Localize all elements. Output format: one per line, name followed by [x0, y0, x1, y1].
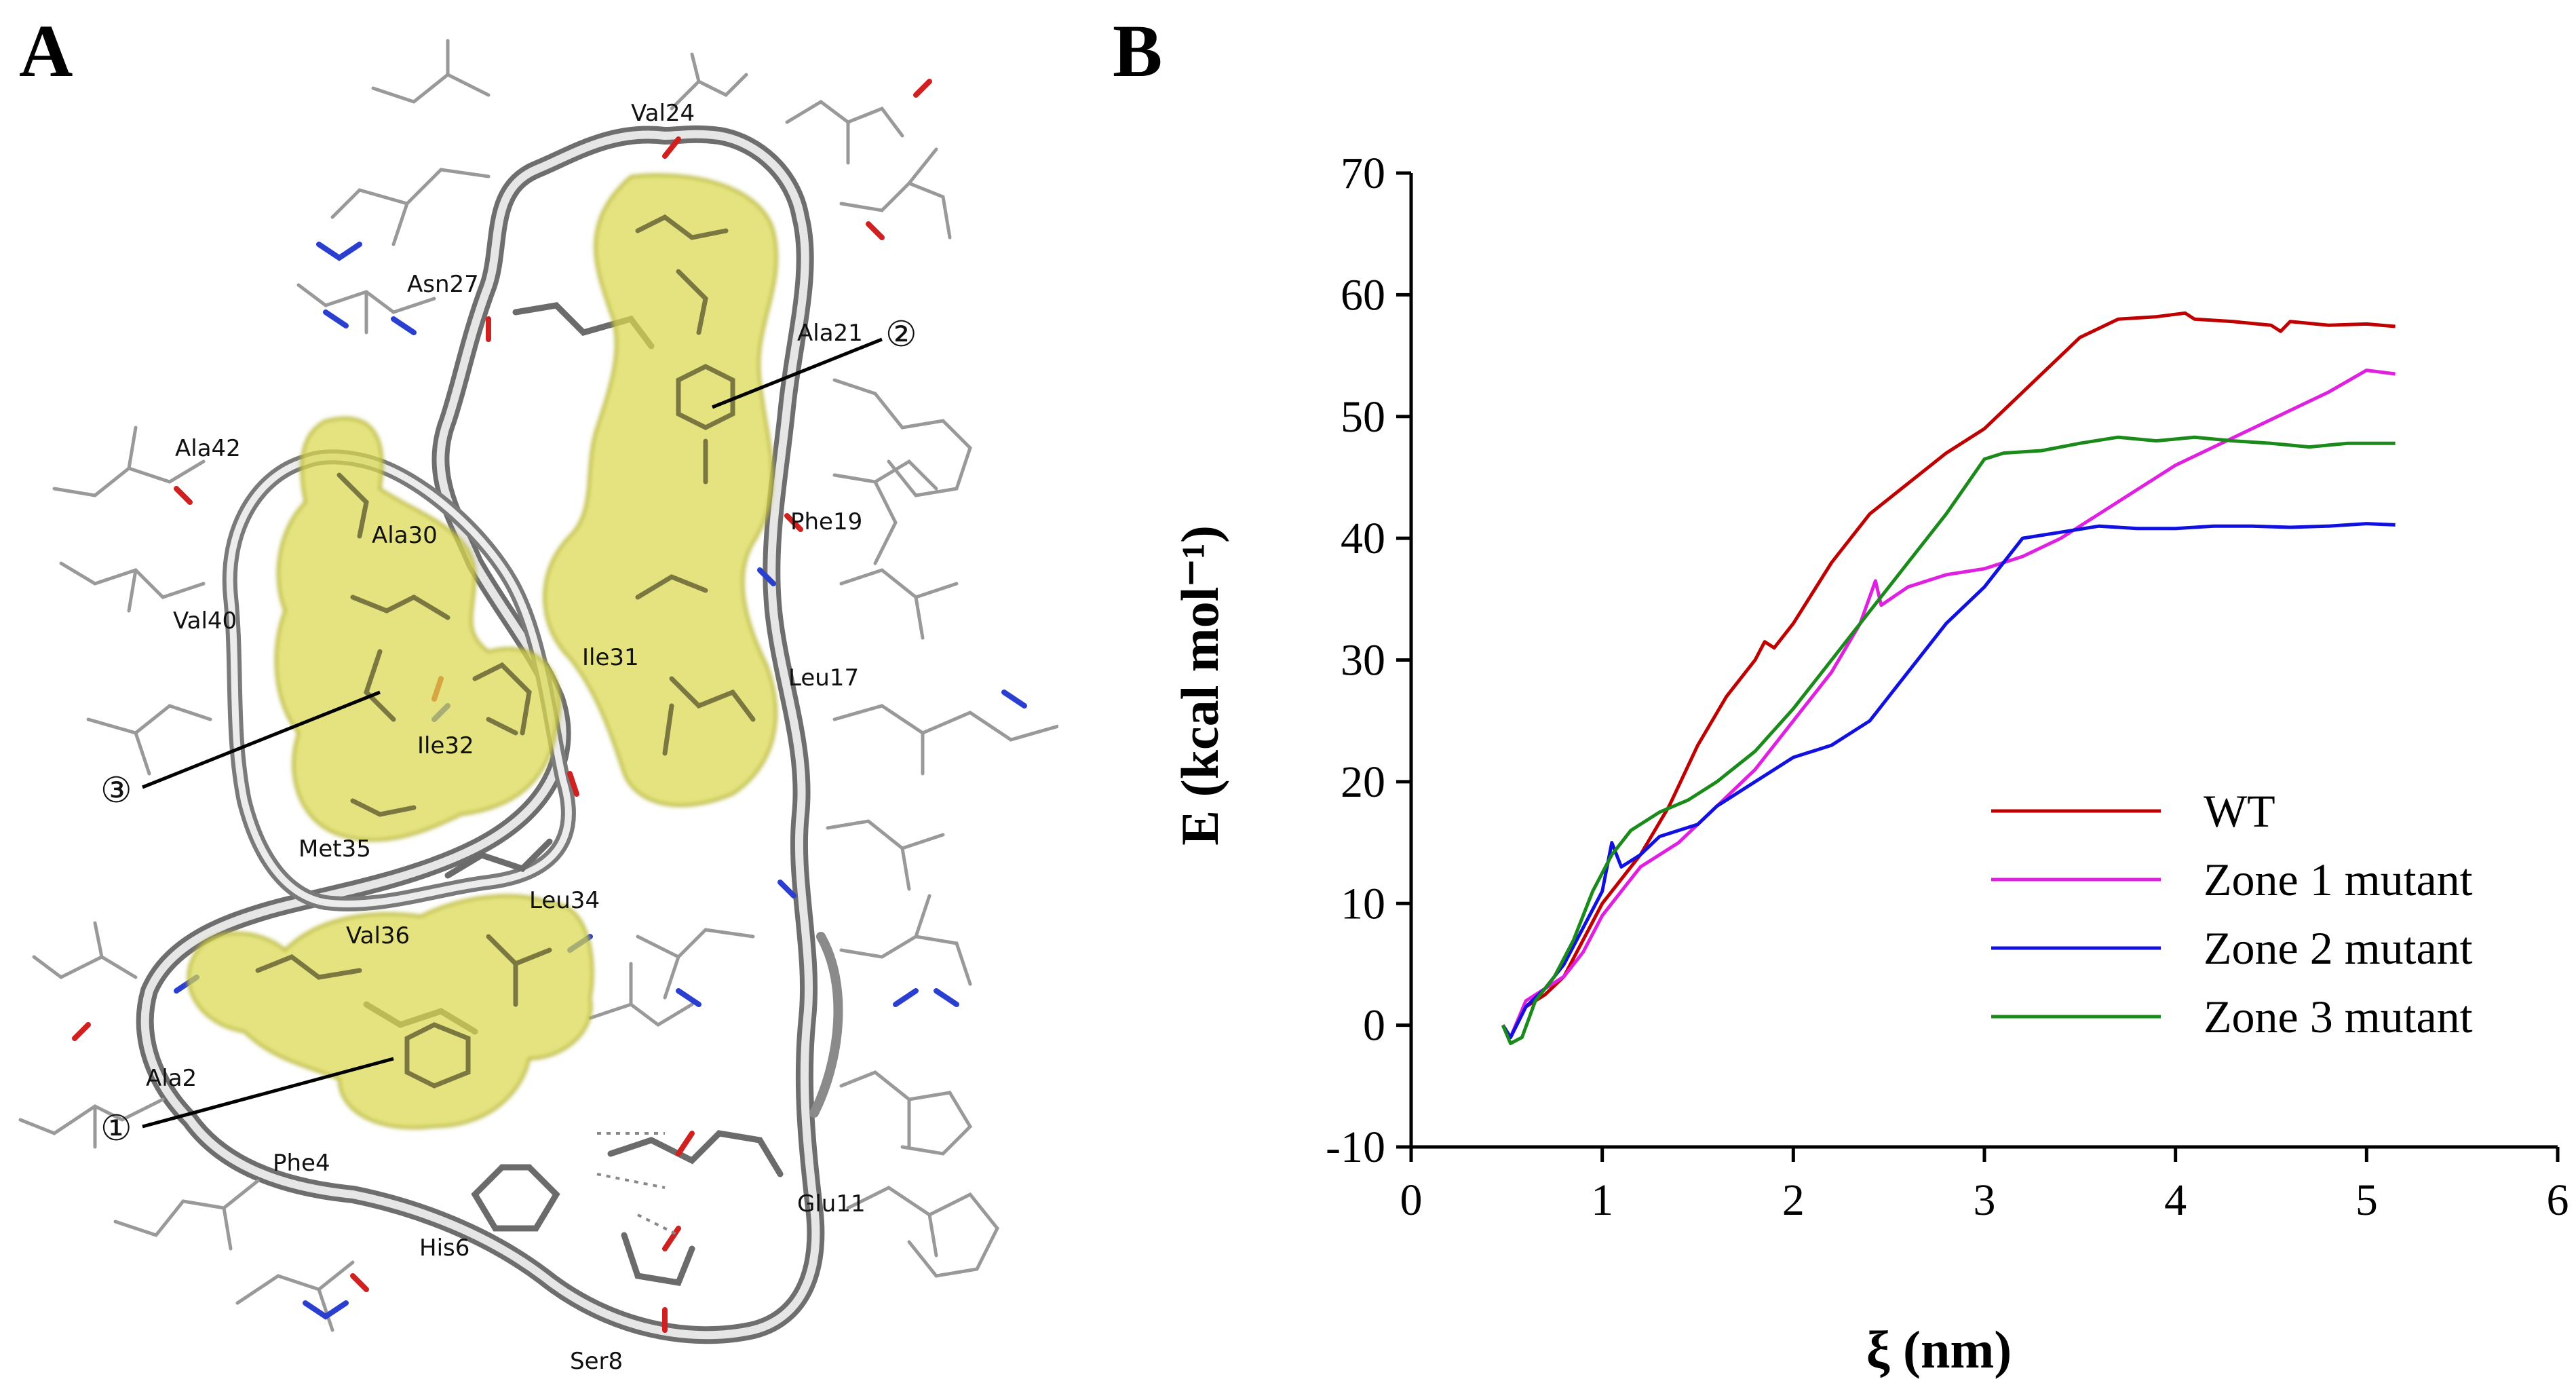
y-axis-title: E (kcal mol⁻¹)	[1170, 525, 1229, 846]
x-tick-label: 4	[2164, 1175, 2187, 1225]
series-line-3	[1501, 522, 2396, 1040]
y-tick-label: 40	[1341, 514, 1385, 563]
residue-label: Glu11	[797, 1190, 866, 1218]
y-tick-label: -10	[1326, 1123, 1385, 1172]
chart-legend: WT Zone 1 mutant Zone 2 mutant Zone 3 mutan…	[1991, 785, 2473, 1042]
residue-label: Ala2	[146, 1065, 197, 1092]
residue-label: Val36	[346, 922, 410, 949]
series-line-1	[1501, 311, 2396, 1040]
legend-label: Zone 2 mutant	[2204, 922, 2473, 974]
zone-label-1: ①	[100, 1108, 132, 1149]
residue-label: Met35	[299, 835, 371, 863]
x-tick-label: 5	[2356, 1175, 2378, 1225]
x-tick-label: 6	[2547, 1175, 2569, 1225]
y-tick-label: 70	[1341, 149, 1385, 198]
hydrophobic-surfaces	[187, 173, 778, 1129]
series-line-2	[1501, 369, 2396, 1040]
residue-label: Ala42	[175, 435, 241, 462]
legend-label: Zone 1 mutant	[2204, 854, 2473, 905]
residue-label: Val24	[631, 100, 695, 127]
legend-label: Zone 3 mutant	[2204, 991, 2473, 1042]
y-tick-label: 30	[1341, 636, 1385, 685]
y-tick-label: 0	[1363, 1001, 1385, 1051]
residue-label: Leu17	[788, 664, 859, 692]
residue-label: Leu34	[529, 887, 600, 914]
zone-leader-lines	[142, 337, 883, 1129]
panel-b-letter: B	[1113, 10, 1163, 92]
series-line-4	[1501, 435, 2396, 1045]
x-tick-label: 0	[1400, 1175, 1423, 1225]
residue-label: Phe4	[273, 1150, 330, 1177]
x-tick-label: 2	[1782, 1175, 1805, 1225]
hydrogen-bonds	[596, 1132, 679, 1237]
zone-3-surface	[274, 417, 561, 842]
residue-label: Ser8	[570, 1348, 623, 1375]
residue-label: Ala30	[372, 522, 438, 549]
residue-label: Asn27	[407, 271, 479, 298]
zone-labels: ② ③ ①	[100, 314, 917, 1149]
residue-labels: Val24 Asn27 Ala21 Ala42 Ala30 Phe19 Val4…	[146, 100, 866, 1375]
residue-label: His6	[419, 1234, 469, 1262]
residue-label: Ile31	[582, 644, 639, 671]
panel-a-letter: A	[19, 10, 73, 92]
x-tick-label: 1	[1591, 1175, 1613, 1225]
y-tick-label: 50	[1341, 392, 1385, 442]
surface-side-chains	[255, 214, 756, 1089]
molecular-structure-figure: Val24 Asn27 Ala21 Ala42 Ala30 Phe19 Val4…	[18, 39, 1058, 1375]
residue-label: Ala21	[797, 320, 863, 347]
x-tick-label: 3	[1974, 1175, 1996, 1225]
zone-label-3: ③	[100, 770, 132, 811]
chart-series	[1501, 311, 2396, 1045]
backbone-ribbon	[136, 125, 843, 1344]
x-axis-title: ξ (nm)	[1866, 1320, 2012, 1379]
chart-axes: -10 0 10 20 30 40 50 60 70 0 1 2 3 4 5 6	[1326, 149, 2569, 1225]
zone-1-surface	[187, 894, 594, 1129]
residue-label: Val40	[173, 607, 237, 635]
residue-label: Ile32	[417, 732, 474, 759]
y-tick-label: 20	[1341, 757, 1385, 807]
legend-label: WT	[2204, 785, 2275, 837]
zone-label-2: ②	[885, 314, 917, 355]
y-tick-label: 10	[1341, 879, 1385, 928]
residue-label: Phe19	[790, 508, 862, 535]
zone-2-surface	[543, 173, 778, 807]
y-tick-label: 60	[1341, 270, 1385, 320]
